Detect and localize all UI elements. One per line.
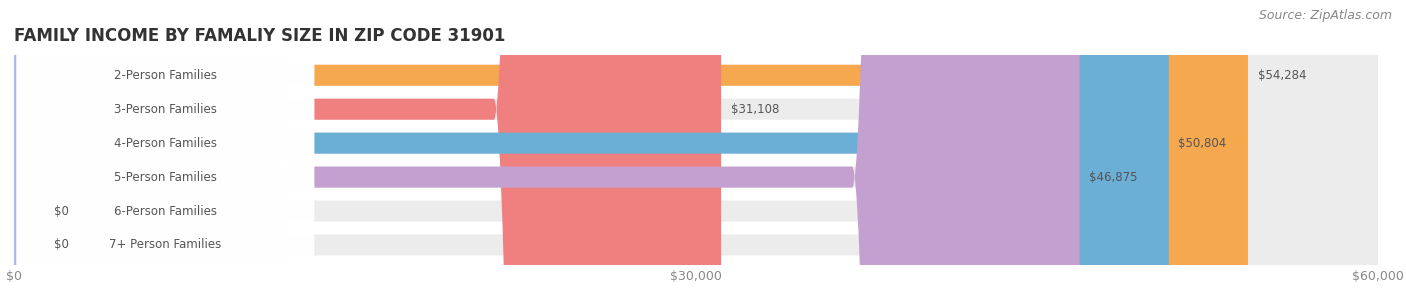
Text: $0: $0 — [53, 239, 69, 252]
Text: 4-Person Families: 4-Person Families — [114, 137, 217, 150]
FancyBboxPatch shape — [14, 0, 721, 305]
FancyBboxPatch shape — [14, 0, 1080, 305]
FancyBboxPatch shape — [14, 0, 1168, 305]
FancyBboxPatch shape — [17, 0, 314, 305]
Text: 2-Person Families: 2-Person Families — [114, 69, 217, 82]
FancyBboxPatch shape — [14, 0, 1378, 305]
FancyBboxPatch shape — [14, 0, 1378, 305]
FancyBboxPatch shape — [17, 0, 314, 305]
Text: $31,108: $31,108 — [731, 103, 779, 116]
Text: $0: $0 — [53, 205, 69, 217]
Text: 7+ Person Families: 7+ Person Families — [110, 239, 222, 252]
FancyBboxPatch shape — [0, 0, 70, 305]
Text: $54,284: $54,284 — [1257, 69, 1306, 82]
FancyBboxPatch shape — [17, 0, 314, 305]
FancyBboxPatch shape — [14, 0, 1378, 305]
Text: 5-Person Families: 5-Person Families — [114, 170, 217, 184]
FancyBboxPatch shape — [17, 0, 314, 305]
Text: 6-Person Families: 6-Person Families — [114, 205, 217, 217]
FancyBboxPatch shape — [17, 0, 314, 305]
Text: Source: ZipAtlas.com: Source: ZipAtlas.com — [1258, 9, 1392, 22]
FancyBboxPatch shape — [14, 0, 1378, 305]
Text: 3-Person Families: 3-Person Families — [114, 103, 217, 116]
Text: $46,875: $46,875 — [1090, 170, 1137, 184]
FancyBboxPatch shape — [17, 0, 314, 305]
FancyBboxPatch shape — [14, 0, 1378, 305]
Text: $50,804: $50,804 — [1178, 137, 1226, 150]
FancyBboxPatch shape — [14, 0, 1378, 305]
FancyBboxPatch shape — [14, 0, 1249, 305]
FancyBboxPatch shape — [0, 0, 70, 305]
Text: FAMILY INCOME BY FAMALIY SIZE IN ZIP CODE 31901: FAMILY INCOME BY FAMALIY SIZE IN ZIP COD… — [14, 27, 505, 45]
